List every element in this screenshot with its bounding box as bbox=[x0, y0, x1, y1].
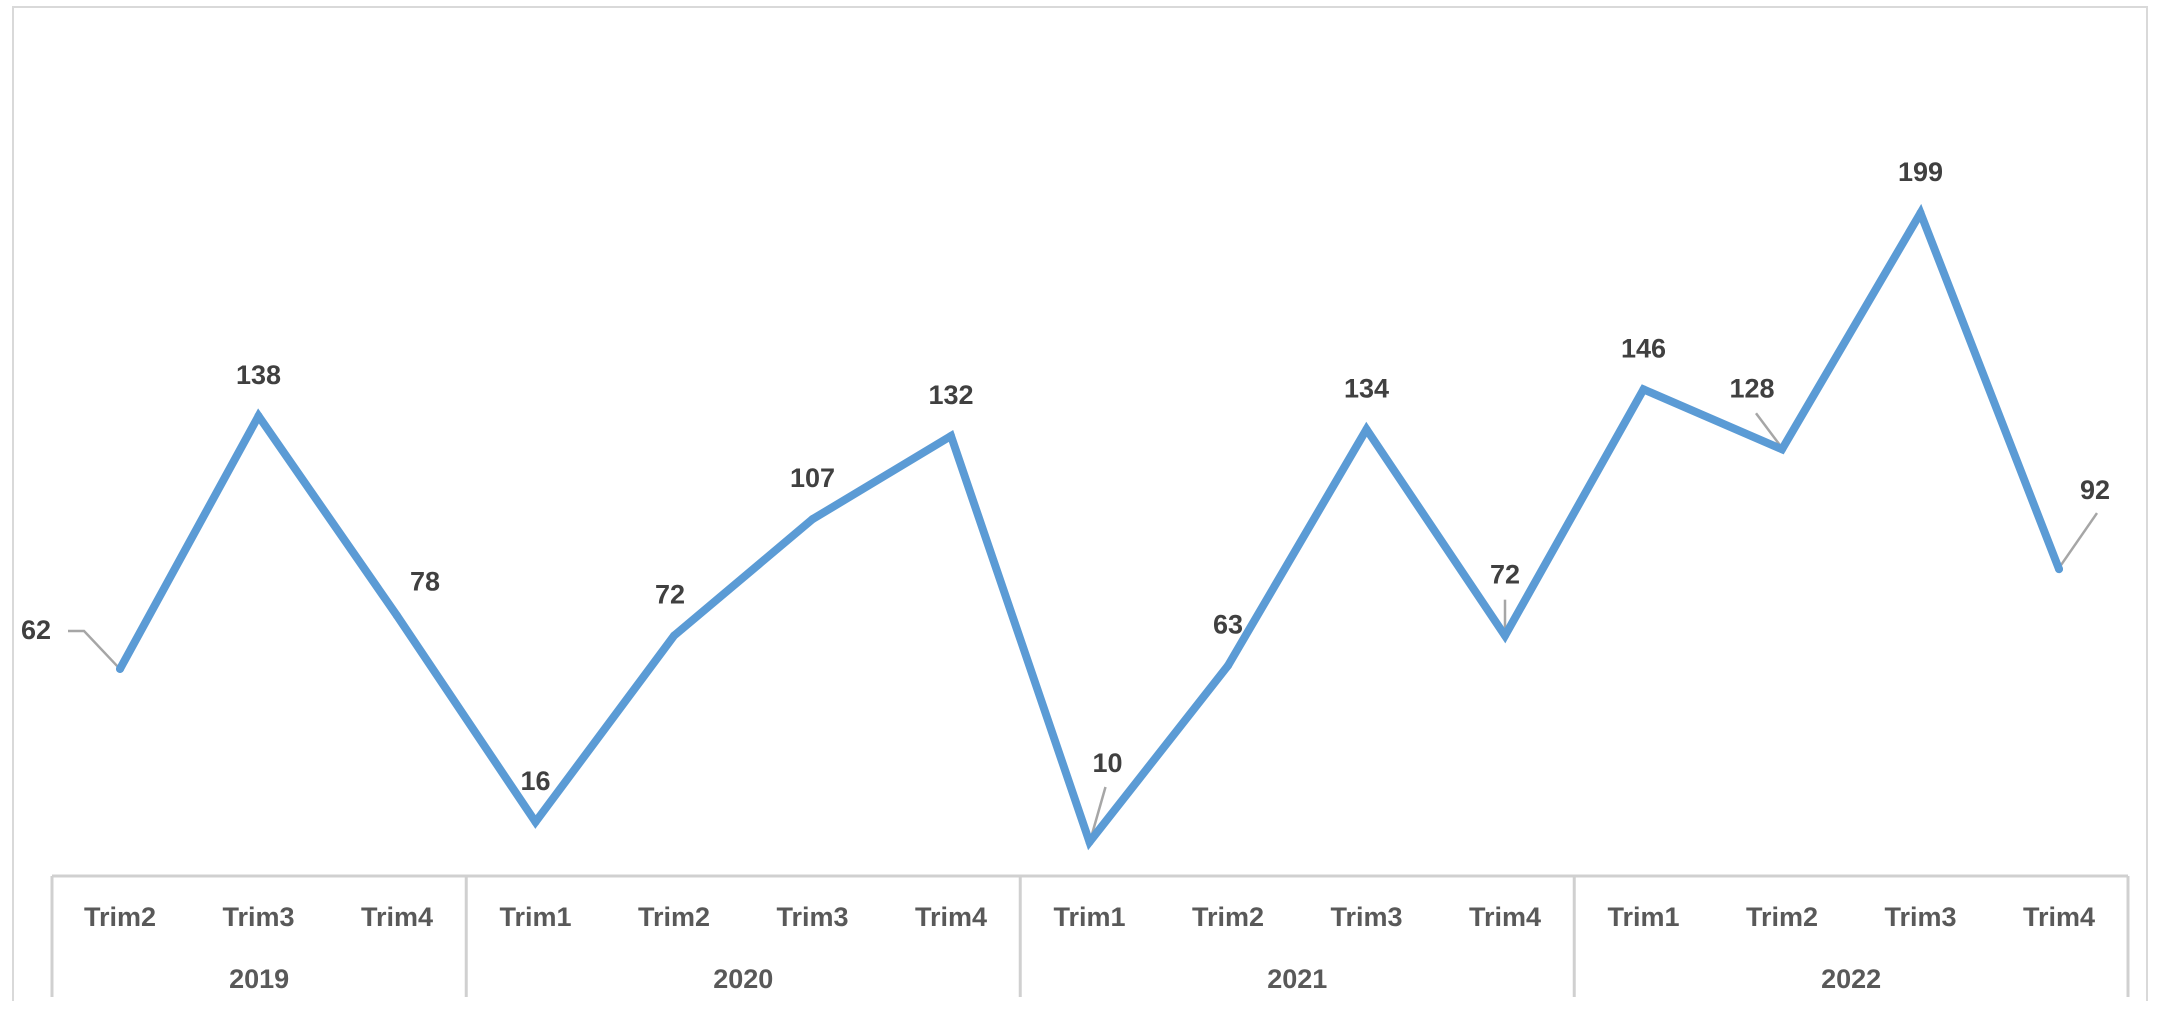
group-label-2020: 2020 bbox=[713, 964, 773, 994]
category-axis: Trim2 Trim3 Trim4 2019 Trim1 Trim2 Trim3 Trim4 2… bbox=[50, 874, 2130, 997]
data-label: 10 bbox=[1092, 748, 1122, 778]
data-label: 134 bbox=[1344, 373, 1389, 403]
data-label: 62 bbox=[21, 615, 51, 645]
leader-line bbox=[1755, 412, 1781, 447]
tick-label: Trim1 bbox=[1607, 902, 1679, 932]
data-label: 16 bbox=[520, 766, 550, 796]
leader-lines bbox=[68, 412, 2099, 837]
tick-label: Trim1 bbox=[1053, 902, 1125, 932]
tick-label: Trim4 bbox=[915, 902, 987, 932]
data-label: 199 bbox=[1898, 157, 1943, 187]
group-label-2019: 2019 bbox=[229, 964, 289, 994]
leader-line bbox=[68, 629, 119, 668]
chart-area bbox=[12, 6, 2148, 1001]
data-point-11 bbox=[1639, 385, 1648, 394]
data-label: 128 bbox=[1729, 373, 1774, 403]
data-label: 138 bbox=[236, 360, 281, 390]
group-label-2021: 2021 bbox=[1267, 964, 1327, 994]
data-point-12 bbox=[1778, 445, 1786, 454]
data-label: 132 bbox=[928, 380, 973, 410]
tick-label: Trim3 bbox=[1884, 902, 1956, 932]
data-point-7 bbox=[1085, 838, 1094, 846]
data-point-8 bbox=[1224, 661, 1232, 670]
leader-line bbox=[1090, 786, 1107, 837]
data-label: 78 bbox=[410, 567, 440, 597]
leader-line bbox=[2059, 512, 2099, 566]
tick-label: Trim2 bbox=[84, 902, 156, 932]
group-label-2022: 2022 bbox=[1821, 964, 1881, 994]
data-label: 72 bbox=[1490, 560, 1520, 590]
series-line bbox=[116, 203, 2063, 851]
data-point-2 bbox=[393, 611, 401, 620]
data-label: 146 bbox=[1621, 333, 1666, 363]
data-point-4 bbox=[670, 631, 678, 640]
data-point-10 bbox=[1501, 631, 1509, 640]
tick-label: Trim1 bbox=[499, 902, 571, 932]
data-point-1 bbox=[254, 412, 263, 421]
tick-label: Trim3 bbox=[776, 902, 848, 932]
tick-label: Trim2 bbox=[1192, 902, 1264, 932]
data-point-13 bbox=[1916, 209, 1925, 217]
data-point-6 bbox=[947, 431, 955, 440]
data-point-14 bbox=[2055, 565, 2063, 574]
data-point-9 bbox=[1362, 425, 1371, 434]
tick-label: Trim4 bbox=[361, 902, 433, 932]
tick-label: Trim2 bbox=[638, 902, 710, 932]
tick-label: Trim4 bbox=[2023, 902, 2095, 932]
data-point-5 bbox=[808, 515, 817, 524]
data-label: 92 bbox=[2080, 475, 2110, 505]
tick-label: Trim3 bbox=[1330, 902, 1402, 932]
data-labels: 62 138 78 16 72 107 132 10 63 134 72 146 128 199 92 bbox=[21, 157, 2110, 846]
data-label: 72 bbox=[655, 580, 685, 610]
tick-label: Trim2 bbox=[1746, 902, 1818, 932]
data-label: 107 bbox=[790, 463, 835, 493]
data-point-0 bbox=[116, 664, 124, 673]
data-point-3 bbox=[531, 818, 540, 827]
tick-label: Trim3 bbox=[222, 902, 294, 932]
tick-label: Trim4 bbox=[1469, 902, 1541, 932]
data-label: 63 bbox=[1213, 610, 1243, 640]
